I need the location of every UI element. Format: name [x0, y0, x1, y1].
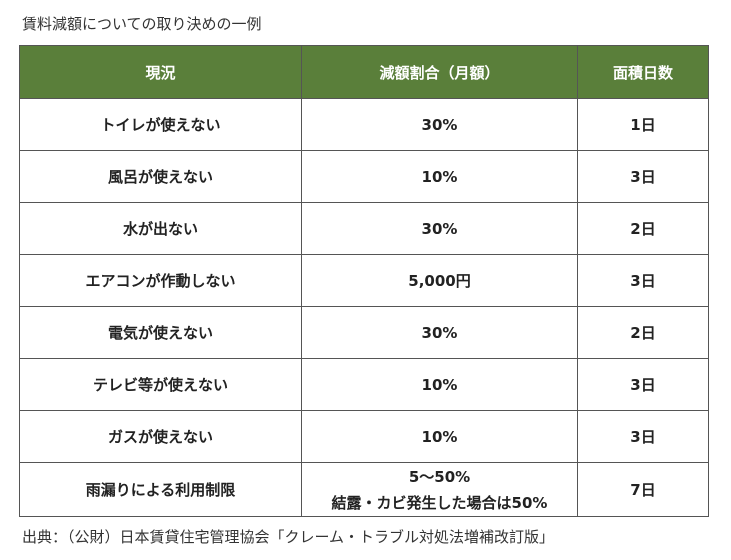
table-row: 水が出ない 30% 2日: [19, 202, 709, 255]
table-caption: 賃料減額についての取り決めの一例: [22, 15, 262, 33]
table-row: 風呂が使えない 10% 3日: [19, 150, 709, 203]
cell-situation: 水が出ない: [19, 202, 302, 255]
cell-situation: 風呂が使えない: [19, 150, 302, 203]
table-row: エアコンが作動しない 5,000円 3日: [19, 254, 709, 307]
cell-rate: 10%: [301, 358, 578, 411]
cell-rate: 5～50% 結露・カビ発生した場合は50%: [301, 462, 578, 517]
cell-rate: 5,000円: [301, 254, 578, 307]
cell-situation: 雨漏りによる利用制限: [19, 462, 302, 517]
cell-rate-line1: 5～50%: [408, 467, 471, 486]
cell-days: 7日: [577, 462, 709, 517]
header-reduction-rate: 減額割合（月額）: [301, 45, 578, 99]
cell-rate: 10%: [301, 410, 578, 463]
cell-situation: トイレが使えない: [19, 98, 302, 151]
cell-days: 3日: [577, 150, 709, 203]
table-row: ガスが使えない 10% 3日: [19, 410, 709, 463]
table-row: テレビ等が使えない 10% 3日: [19, 358, 709, 411]
cell-days: 3日: [577, 358, 709, 411]
cell-rate-line2: 結露・カビ発生した場合は50%: [331, 493, 548, 512]
table-row: 雨漏りによる利用制限 5～50% 結露・カビ発生した場合は50% 7日: [19, 462, 709, 517]
cell-rate: 10%: [301, 150, 578, 203]
cell-situation: 電気が使えない: [19, 306, 302, 359]
cell-situation: エアコンが作動しない: [19, 254, 302, 307]
cell-days: 2日: [577, 202, 709, 255]
cell-days: 3日: [577, 410, 709, 463]
header-situation: 現況: [19, 45, 302, 99]
cell-situation: テレビ等が使えない: [19, 358, 302, 411]
source-citation: 出典：（公財）日本賃貸住宅管理協会「クレーム・トラブル対処法増補改訂版」: [22, 528, 555, 546]
header-days: 面積日数: [577, 45, 709, 99]
cell-rate: 30%: [301, 202, 578, 255]
cell-days: 1日: [577, 98, 709, 151]
cell-days: 2日: [577, 306, 709, 359]
cell-rate: 30%: [301, 98, 578, 151]
table-row: 電気が使えない 30% 2日: [19, 306, 709, 359]
cell-rate: 30%: [301, 306, 578, 359]
cell-situation: ガスが使えない: [19, 410, 302, 463]
table-row: トイレが使えない 30% 1日: [19, 98, 709, 151]
cell-days: 3日: [577, 254, 709, 307]
rent-reduction-table: 現況 減額割合（月額） 面積日数 トイレが使えない 30% 1日 風呂が使えない…: [19, 45, 709, 517]
table-header-row: 現況 減額割合（月額） 面積日数: [19, 45, 709, 99]
